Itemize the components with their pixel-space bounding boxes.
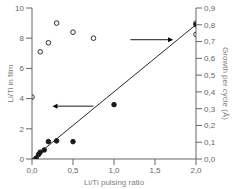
svg-text:0,4: 0,4 xyxy=(204,88,216,97)
svg-text:0,2: 0,2 xyxy=(204,121,216,130)
svg-text:0: 0 xyxy=(20,155,25,164)
svg-text:0,0: 0,0 xyxy=(26,166,38,175)
svg-text:1,5: 1,5 xyxy=(149,166,161,175)
svg-text:Growth per cycle (Å): Growth per cycle (Å) xyxy=(221,47,228,120)
svg-text:0,5: 0,5 xyxy=(67,166,79,175)
svg-text:2: 2 xyxy=(20,125,25,134)
svg-text:1,0: 1,0 xyxy=(108,166,120,175)
svg-text:Li/Ti pulsing ratio: Li/Ti pulsing ratio xyxy=(84,178,145,187)
svg-text:0,5: 0,5 xyxy=(204,71,216,80)
svg-text:0,9: 0,9 xyxy=(204,4,216,13)
svg-text:8: 8 xyxy=(20,34,25,43)
svg-text:0,8: 0,8 xyxy=(204,21,216,30)
svg-text:0,7: 0,7 xyxy=(204,37,216,46)
svg-text:0,1: 0,1 xyxy=(204,138,216,147)
svg-text:0,6: 0,6 xyxy=(204,54,216,63)
svg-text:10: 10 xyxy=(15,4,24,13)
svg-text:0,3: 0,3 xyxy=(204,105,216,114)
svg-text:2,0: 2,0 xyxy=(190,166,202,175)
svg-text:6: 6 xyxy=(20,64,25,73)
svg-text:4: 4 xyxy=(20,94,25,103)
svg-text:Li/Ti in film: Li/Ti in film xyxy=(8,64,15,102)
svg-text:0,0: 0,0 xyxy=(204,155,216,164)
